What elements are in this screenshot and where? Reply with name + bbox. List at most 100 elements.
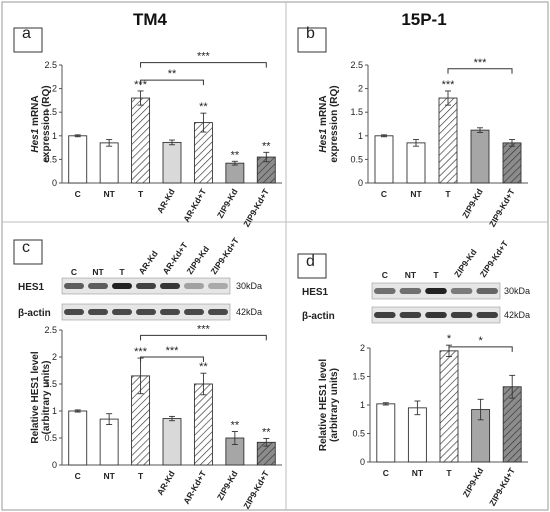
y-axis-label-part: mRNA xyxy=(30,95,41,128)
blot-band xyxy=(112,309,132,315)
x-tick-label: T xyxy=(445,189,451,199)
panel-letter: d xyxy=(306,253,315,270)
x-tick-label: AR-Kd xyxy=(155,187,177,215)
significance-mark: *** xyxy=(134,346,148,358)
bar xyxy=(225,162,245,184)
x-tick-label: T xyxy=(446,468,452,478)
y-axis-label-part: (arbitrary units) xyxy=(329,368,340,442)
blot-band xyxy=(208,309,228,315)
blot-kda-label: 30kDa xyxy=(236,281,262,291)
significance-bracket xyxy=(448,346,513,352)
bar xyxy=(439,350,459,463)
y-axis-label: (arbitrary units) xyxy=(329,368,340,442)
y-tick-label: 1.5 xyxy=(352,372,365,382)
y-axis-label: (arbitrary units) xyxy=(41,361,52,435)
bracket-label: *** xyxy=(474,57,488,69)
x-tick-label: C xyxy=(383,468,389,478)
x-tick-label: NT xyxy=(410,189,422,199)
blot-band xyxy=(425,312,447,318)
blot-band xyxy=(399,288,422,294)
blot-lane-label: C xyxy=(382,270,388,280)
header-left: TM4 xyxy=(133,10,168,29)
y-tick-label: 2 xyxy=(52,352,57,362)
blot-lane-label: C xyxy=(71,267,77,277)
significance-mark: * xyxy=(447,333,452,345)
panel-letter-box xyxy=(13,27,43,53)
y-tick-label: 0 xyxy=(358,178,363,188)
significance-bracket xyxy=(140,62,267,68)
x-tick-label: AR-Kd+T xyxy=(181,468,208,505)
y-tick-label: 2.5 xyxy=(350,60,363,70)
blot-row-label: HES1 xyxy=(18,282,45,293)
blot-band xyxy=(374,312,396,318)
panel-letter-box xyxy=(297,253,327,279)
bar xyxy=(374,135,394,184)
y-tick-label: 2 xyxy=(358,84,363,94)
bar xyxy=(162,418,182,466)
bar xyxy=(438,97,458,184)
blot-kda-label: 30kDa xyxy=(504,286,530,296)
y-tick-label: 1.5 xyxy=(350,107,363,117)
blot-lane-label: AR-Kd xyxy=(136,249,159,276)
bar xyxy=(99,142,119,184)
bar xyxy=(99,418,119,466)
y-axis-label-part: Relative HES1 level xyxy=(318,359,329,451)
y-axis-label: Hes1 mRNA xyxy=(30,95,41,152)
chart-panel-d: d 0 0.5 1 1.5 2 Relative HES1 level (arbitrary … xyxy=(297,253,528,508)
blot-band xyxy=(450,288,473,294)
chart-panel-b: b 0 0.5 1 1.5 2 2.5 Hes1 mRNA expression (RQ) C NT… xyxy=(297,25,528,229)
blot-band xyxy=(208,283,228,289)
blot-row-label: HES1 xyxy=(302,287,329,298)
bar xyxy=(193,383,213,466)
y-tick-label: 1 xyxy=(360,400,365,410)
x-tick-label: C xyxy=(381,189,387,199)
blot-lane-label: T xyxy=(433,270,439,280)
x-tick-label: ZIP9-Kd xyxy=(215,469,240,502)
bar xyxy=(502,142,522,184)
y-axis-label-part: mRNA xyxy=(318,95,329,128)
y-tick-label: 0.5 xyxy=(44,154,57,164)
x-tick-label: NT xyxy=(103,471,115,481)
blot-band xyxy=(476,312,498,318)
blot-lane-label: NT xyxy=(405,270,417,280)
y-tick-label: 2.5 xyxy=(44,60,57,70)
significance-mark: ** xyxy=(231,149,240,161)
x-tick-label: AR-Kd xyxy=(155,469,177,497)
y-tick-label: 0.5 xyxy=(44,433,57,443)
blot-lane-label: ZIP9-Kd xyxy=(452,247,479,279)
y-tick-label: 2 xyxy=(52,84,57,94)
panel-letter: c xyxy=(22,239,30,256)
blot-kda-label: 42kDa xyxy=(236,307,262,317)
bar xyxy=(131,97,151,184)
bracket-label: *** xyxy=(197,51,211,63)
bar xyxy=(407,407,427,463)
significance-bracket xyxy=(140,334,267,341)
chart-panel-a: a 0 0.5 1 1.5 2 2.5 Hes1 mRNA expression (RQ) C NT… xyxy=(13,25,282,229)
blot-band xyxy=(184,309,204,315)
significance-bracket xyxy=(140,79,204,86)
y-axis-label: Relative HES1 level xyxy=(318,359,329,451)
panel-letter-box xyxy=(13,239,43,265)
blot-band xyxy=(64,283,84,289)
blot-band xyxy=(136,283,156,289)
x-tick-label: ZIP9-Kd xyxy=(461,466,486,499)
bracket-label: *** xyxy=(166,345,180,357)
blot-row-label: β-actin xyxy=(302,311,335,322)
blot-band xyxy=(425,288,447,294)
x-tick-label: C xyxy=(75,471,81,481)
blot-band xyxy=(374,288,396,294)
x-tick-label: ZIP9-Kd+T xyxy=(241,468,271,510)
x-tick-label: NT xyxy=(103,189,115,199)
panel-letter: a xyxy=(22,25,31,42)
x-tick-label: AR-Kd+T xyxy=(181,186,208,223)
y-axis-label: Relative HES1 level xyxy=(30,351,41,443)
y-axis-label-part: (arbitrary units) xyxy=(41,361,52,435)
y-tick-label: 0.5 xyxy=(352,429,365,439)
bar xyxy=(68,410,88,466)
y-tick-label: 1 xyxy=(358,131,363,141)
y-tick-label: 0 xyxy=(52,178,57,188)
significance-mark: ** xyxy=(199,101,208,113)
